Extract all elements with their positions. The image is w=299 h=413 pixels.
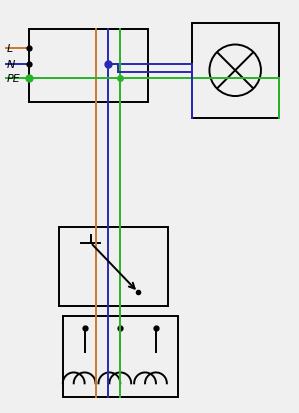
Bar [29,30,148,103]
Bar [192,24,279,119]
Text: L: L [6,44,13,55]
Bar [59,227,168,306]
Text: N: N [6,60,15,70]
Text: PE: PE [6,74,20,84]
Bar [63,316,178,397]
